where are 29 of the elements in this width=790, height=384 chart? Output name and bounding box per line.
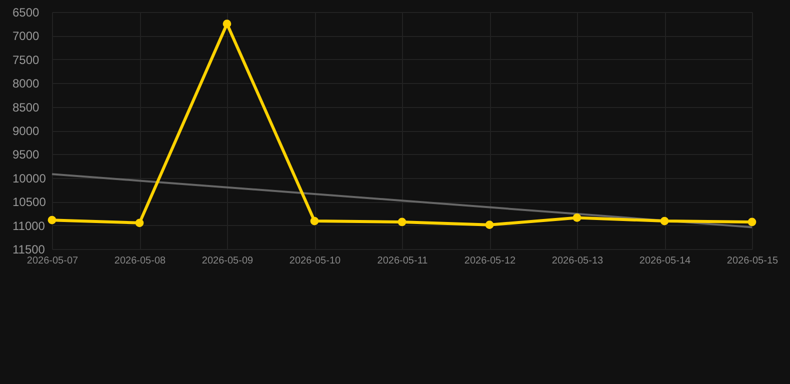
y-tick-label: 7500	[12, 52, 40, 67]
y-tick-label: 8000	[12, 76, 40, 91]
y-tick-label: 9000	[12, 124, 40, 138]
point	[222, 20, 232, 28]
x-tick-label: 2026-05-13	[552, 256, 604, 266]
x-tick-label: 2026-05-14	[639, 256, 692, 266]
y-tick-label: 7000	[12, 29, 40, 44]
y-tick-label: 8500	[12, 100, 40, 114]
y-tick-label: 6500	[12, 6, 40, 20]
y-tick-label: 11000	[12, 218, 46, 233]
point	[135, 218, 144, 228]
y-tick-label: 11500	[12, 242, 46, 256]
x-tick-label: 2026-05-12	[464, 256, 516, 266]
x-tick-label: 2026-05-07	[26, 256, 79, 266]
y-tick-label: 10500	[12, 195, 46, 210]
point	[660, 216, 669, 226]
y-tick-label: 10000	[12, 171, 46, 186]
point	[310, 216, 319, 226]
point	[748, 218, 756, 226]
y-tick-label: 9500	[12, 148, 40, 162]
point	[48, 216, 56, 224]
point	[398, 218, 406, 226]
x-tick-label: 2026-05-09	[202, 256, 254, 266]
x-tick-label: 2026-05-10	[289, 256, 342, 266]
point	[485, 220, 494, 229]
x-tick-label: 2026-05-08	[114, 256, 166, 266]
x-tick-label: 2026-05-11	[377, 256, 428, 266]
point	[572, 214, 582, 222]
x-tick-label: 2026-05-15	[726, 256, 779, 266]
